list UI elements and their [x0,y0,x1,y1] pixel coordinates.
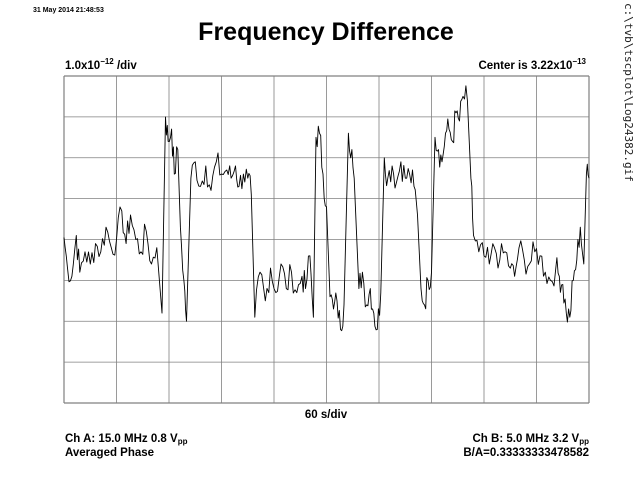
frequency-difference-trace [63,85,590,332]
y-scale-suffix: /div [113,60,137,72]
center-label: Center is 3.22x10−13 [478,57,586,72]
center-exponent: −13 [572,57,586,66]
grid [63,75,590,404]
y-scale-mantissa: 1.0x10 [65,60,101,72]
channel-a-text: Ch A: 15.0 MHz 0.8 V [65,433,178,445]
file-path-label: c:\tvb\tscplot\Log24382.gif [622,3,635,182]
chart-title: Frequency Difference [198,18,454,46]
y-scale-exponent: −12 [100,57,114,66]
channel-a-info: Ch A: 15.0 MHz 0.8 Vpp [65,433,187,446]
y-scale-label: 1.0x10−12 /div [65,57,137,72]
trace-group [63,85,590,332]
measurement-mode: Averaged Phase [65,447,155,459]
timestamp: 31 May 2014 21:48:53 [33,7,104,14]
center-prefix: Center is 3.22x10 [478,60,573,72]
x-scale-label: 60 s/div [304,409,348,421]
channel-b-info: Ch B: 5.0 MHz 3.2 Vpp [473,433,590,446]
channel-b-text: Ch B: 5.0 MHz 3.2 V [472,433,580,445]
channel-a-subscript: pp [177,437,188,446]
frequency-ratio: B/A=0.33333333478582 [463,447,589,459]
channel-b-subscript: pp [579,437,589,446]
